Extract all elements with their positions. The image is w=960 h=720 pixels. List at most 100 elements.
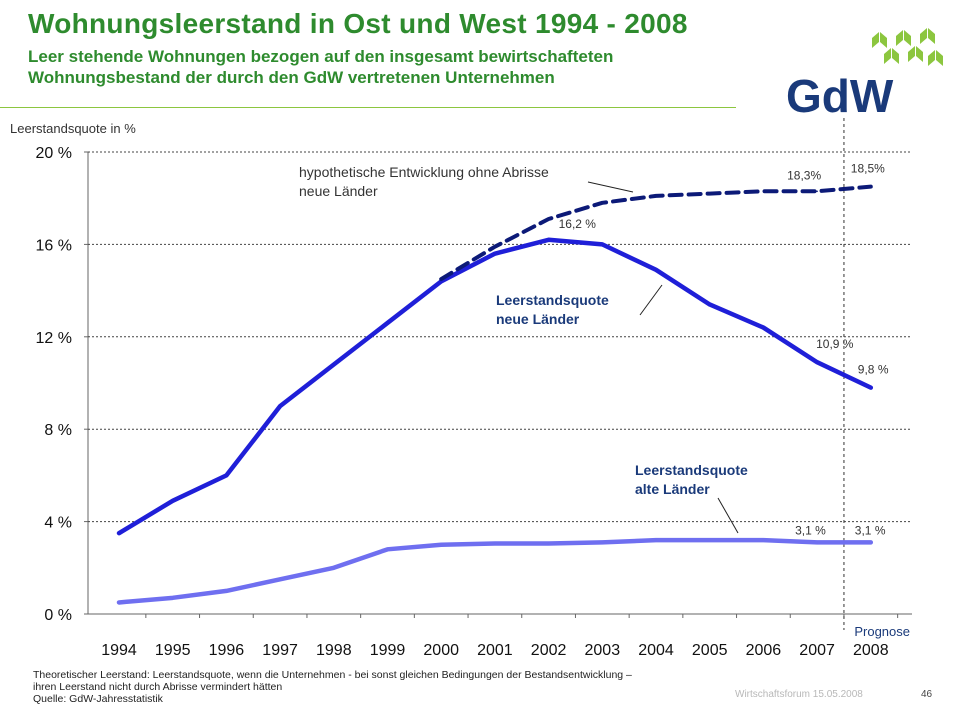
page-subtitle: Leer stehende Wohnungen bezogen auf den … bbox=[28, 46, 788, 88]
subtitle-line-2: Wohnungsbestand der durch den GdW vertre… bbox=[28, 68, 555, 87]
data-label: 3,1 % bbox=[855, 523, 886, 537]
callout-new-states-leader bbox=[639, 284, 663, 316]
data-point bbox=[655, 269, 657, 271]
data-labels: Prognose 16,2 % 10,9 % 9,8 % 18,3% 18,5% 3,1 %… bbox=[559, 162, 910, 639]
data-point bbox=[386, 322, 389, 324]
y-tick-label: 16 % bbox=[36, 237, 72, 254]
x-tick-label: 1996 bbox=[209, 642, 245, 659]
data-point bbox=[655, 195, 657, 197]
callout-hypothetical-text: neue Länder bbox=[299, 183, 378, 199]
data-label: 10,9 % bbox=[816, 337, 854, 351]
callout-new-states: Leerstandsquote neue Länder bbox=[496, 284, 663, 327]
logo-mark-icon bbox=[872, 28, 943, 66]
data-point bbox=[708, 303, 711, 306]
data-point bbox=[279, 405, 281, 407]
data-point bbox=[333, 363, 335, 366]
data-point bbox=[762, 190, 765, 193]
data-point bbox=[494, 245, 496, 248]
footnote-source: Quelle: GdW-Jahresstatistik bbox=[33, 693, 163, 705]
grid-lines bbox=[84, 118, 912, 630]
data-point bbox=[547, 542, 550, 545]
x-tick-label: 2006 bbox=[746, 642, 782, 659]
data-point bbox=[708, 192, 711, 195]
data-point bbox=[494, 542, 496, 545]
data-point bbox=[118, 532, 120, 534]
data-point bbox=[440, 543, 443, 546]
callout-hypothetical-text: hypothetische Entwicklung ohne Abrisse bbox=[299, 164, 549, 180]
series-line-0 bbox=[116, 237, 874, 536]
data-point bbox=[870, 541, 872, 544]
data-point bbox=[816, 190, 818, 193]
callout-old-states-text: Leerstandsquote bbox=[635, 462, 748, 478]
callout-new-states-text: Leerstandsquote bbox=[496, 292, 609, 308]
data-label: 9,8 % bbox=[858, 363, 889, 377]
series-lines bbox=[116, 184, 874, 605]
gdw-logo: GdW bbox=[786, 28, 943, 122]
callout-new-states-text: neue Länder bbox=[496, 311, 580, 327]
data-label: 18,3% bbox=[787, 168, 821, 182]
title-divider bbox=[0, 107, 736, 108]
x-tick-label: 2001 bbox=[477, 642, 513, 659]
data-point bbox=[225, 474, 228, 477]
y-tick-label: 12 % bbox=[36, 330, 72, 347]
x-axis-ticks: 1994 1995 1996 1997 1998 1999 2000 2001 2002 2003… bbox=[101, 642, 888, 659]
x-tick-label: 1998 bbox=[316, 642, 352, 659]
callout-hypothetical-leader bbox=[587, 181, 634, 193]
subtitle-line-1: Leer stehende Wohnungen bezogen auf den … bbox=[28, 47, 614, 66]
x-tick-label: 2002 bbox=[531, 642, 567, 659]
x-tick-label: 2000 bbox=[423, 642, 459, 659]
data-point bbox=[171, 500, 174, 502]
footer-event: Wirtschaftsforum 15.05.2008 bbox=[735, 689, 863, 700]
data-point bbox=[386, 548, 389, 551]
x-tick-label: 1995 bbox=[155, 642, 191, 659]
data-point bbox=[601, 541, 604, 544]
data-point bbox=[816, 541, 818, 544]
y-tick-label: 8 % bbox=[44, 422, 72, 439]
data-point bbox=[655, 539, 657, 541]
y-axis-label: Leerstandsquote in % bbox=[10, 121, 136, 136]
data-point bbox=[870, 185, 872, 188]
x-tick-label: 1994 bbox=[101, 642, 137, 659]
forecast-label: Prognose bbox=[854, 624, 910, 639]
data-point bbox=[870, 386, 872, 389]
data-point bbox=[440, 278, 443, 280]
data-point bbox=[762, 326, 765, 329]
y-tick-label: 4 % bbox=[44, 515, 72, 532]
data-point bbox=[547, 238, 550, 241]
x-tick-label: 2008 bbox=[853, 642, 889, 659]
y-tick-label: 0 % bbox=[44, 607, 72, 624]
data-point bbox=[601, 202, 604, 204]
callout-hypothetical: hypothetische Entwicklung ohne Abrisse ne… bbox=[299, 164, 634, 199]
data-point bbox=[547, 218, 550, 220]
data-point bbox=[225, 590, 228, 592]
data-label: 16,2 % bbox=[559, 217, 597, 231]
data-point bbox=[494, 252, 496, 255]
data-point bbox=[708, 539, 711, 541]
callout-old-states-text: alte Länder bbox=[635, 481, 710, 497]
x-tick-label: 1997 bbox=[262, 642, 298, 659]
series-callouts: hypothetische Entwicklung ohne Abrisse ne… bbox=[299, 164, 748, 534]
callout-old-states: Leerstandsquote alte Länder bbox=[635, 462, 748, 534]
series-line-1 bbox=[439, 184, 873, 282]
x-tick-label: 2003 bbox=[585, 642, 621, 659]
data-point bbox=[118, 601, 120, 604]
series-line-2 bbox=[116, 537, 874, 605]
footnote-line-1: Theoretischer Leerstand: Leerstandsquote… bbox=[33, 669, 632, 681]
data-label: 3,1 % bbox=[795, 523, 826, 537]
page-number: 46 bbox=[921, 689, 933, 700]
callout-old-states-leader bbox=[717, 497, 739, 534]
data-point bbox=[601, 243, 604, 246]
footnote-line-2: ihren Leerstand nicht durch Abrisse verm… bbox=[33, 681, 283, 693]
vacancy-line-chart: Leerstandsquote in % 0 % 4 % 8 % 12 % 16 % 20… bbox=[10, 118, 912, 659]
x-tick-label: 2005 bbox=[692, 642, 728, 659]
y-tick-label: 20 % bbox=[36, 145, 72, 162]
data-point bbox=[333, 567, 335, 569]
data-point bbox=[171, 597, 174, 599]
logo-text: GdW bbox=[786, 70, 894, 122]
data-point bbox=[816, 361, 818, 364]
data-label: 18,5% bbox=[851, 162, 885, 176]
page-title: Wohnungsleerstand in Ost und West 1994 -… bbox=[28, 8, 688, 39]
x-tick-label: 2004 bbox=[638, 642, 674, 659]
data-point bbox=[279, 578, 281, 581]
footnote: Theoretischer Leerstand: Leerstandsquote… bbox=[33, 669, 753, 705]
